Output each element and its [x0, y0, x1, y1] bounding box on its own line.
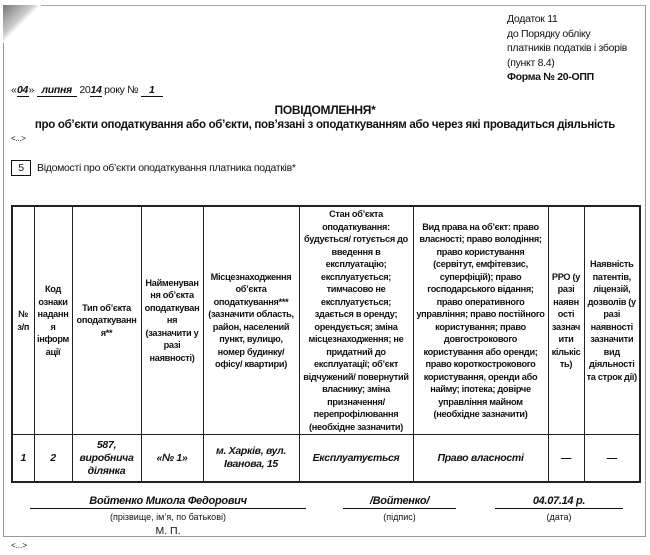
col-header: Стан об’єкта оподаткування: будується/ г…: [298, 205, 414, 435]
table-header-row: № з/п Код ознаки надання інформації Тип …: [11, 205, 641, 435]
quote: »: [28, 84, 35, 96]
objects-table: № з/п Код ознаки надання інформації Тип …: [11, 205, 641, 483]
document-title: ПОВІДОМЛЕННЯ*: [274, 103, 376, 117]
full-name-field: Войтенко Микола Федорович: [30, 495, 306, 509]
date-caption: (дата): [546, 512, 572, 522]
col-header: Тип об’єкта оподаткування**: [71, 205, 142, 435]
cell: 2: [33, 434, 73, 483]
col-header: Вид права на об’єкт: право власності; пр…: [412, 205, 549, 435]
stamp-label: М. П.: [155, 525, 181, 537]
quote: «: [11, 84, 17, 96]
ellipsis: <...>: [11, 134, 26, 143]
ellipsis: <...>: [11, 541, 28, 550]
month-field: липня: [36, 84, 77, 97]
signature-block: Войтенко Микола Федорович (прізвище, ім’…: [11, 485, 639, 555]
document-subtitle: про об’єкти оподаткування або об’єкти, п…: [34, 119, 616, 131]
annex-line: до Порядку обліку: [507, 27, 591, 40]
table-and-signatures: № з/п Код ознаки надання інформації Тип …: [11, 205, 641, 555]
section-number: 5: [11, 160, 31, 176]
signature-caption: (підпис): [383, 512, 416, 522]
day-field: 04: [16, 84, 29, 97]
annex-line: платників податків і зборів: [507, 42, 628, 54]
year-field: 14: [90, 84, 102, 97]
col-header: Наявність патентів, ліцензій, дозволів (…: [583, 205, 641, 435]
cell: «№ 1»: [140, 434, 204, 483]
document-page: [3, 5, 646, 537]
col-header: Код ознаки надання інформації: [33, 205, 73, 435]
annex-header: Додаток 11 до Порядку обліку платників п…: [507, 12, 627, 85]
cell: Експлуатується: [298, 434, 414, 483]
form-number: Форма № 20-ОПП: [507, 71, 594, 83]
page-curl-icon: [3, 5, 41, 43]
full-name-caption: (прізвище, ім’я, по батькові): [110, 512, 226, 522]
number-label: року №: [104, 84, 139, 96]
col-header: РРО (у разі наявності зазначити кількіст…: [547, 205, 585, 435]
date-line: «04» липня 2014 року № 1: [11, 84, 163, 97]
section-title: Відомості про об’єкти оподаткування плат…: [37, 162, 296, 174]
annex-line: (пункт 8.4): [507, 56, 555, 69]
cell: 587, виробнича ділянка: [71, 434, 142, 483]
table-row: 1 2 587, виробнича ділянка «№ 1» м. Харк…: [11, 434, 641, 483]
signature-field: /Войтенко/: [343, 495, 456, 509]
cell: —: [547, 434, 585, 483]
number-field: 1: [140, 84, 163, 97]
col-header: Місцезнаходження об’єкта оподаткування**…: [202, 205, 300, 435]
cell: Право власності: [412, 434, 549, 483]
col-header: № з/п: [11, 205, 35, 435]
date-field: 04.07.14 р.: [495, 495, 623, 509]
cell: —: [583, 434, 641, 483]
section-heading: 5 Відомості про об’єкти оподаткування пла…: [11, 160, 296, 176]
cell: м. Харків, вул. Іванова, 15: [202, 434, 300, 483]
year-prefix: 20: [79, 84, 91, 96]
cell: 1: [11, 434, 35, 483]
col-header: Найменування об’єкта оподаткування (зазн…: [140, 205, 204, 435]
annex-line: Додаток 11: [507, 13, 558, 25]
